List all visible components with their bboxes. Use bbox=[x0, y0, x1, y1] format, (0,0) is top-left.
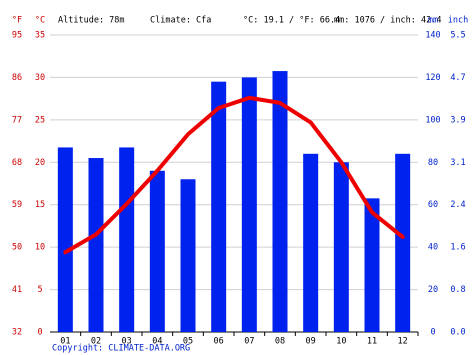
x-tick-label: 12 bbox=[398, 337, 408, 347]
precipitation-bar bbox=[395, 153, 411, 332]
precipitation-bar bbox=[241, 77, 257, 332]
mm-tick-label: 20 bbox=[428, 285, 438, 295]
f-tick-label: 86 bbox=[12, 73, 22, 83]
precipitation-bar bbox=[149, 170, 165, 332]
precipitation-bar bbox=[364, 198, 380, 332]
x-tick-label: 02 bbox=[91, 337, 101, 347]
mm-tick-label: 0 bbox=[430, 328, 435, 338]
f-tick-label: 59 bbox=[12, 200, 22, 210]
inch-tick-label: 2.4 bbox=[450, 200, 465, 210]
precipitation-bar bbox=[88, 158, 104, 332]
inch-tick-label: 4.7 bbox=[450, 73, 465, 83]
temperature-line bbox=[63, 95, 405, 255]
x-tick-label: 05 bbox=[183, 337, 193, 347]
mm-tick-label: 40 bbox=[428, 243, 438, 253]
inch-tick-label: 5.5 bbox=[450, 31, 465, 41]
altitude: Altitude: 78m bbox=[58, 16, 125, 26]
inch-tick-label: 0.8 bbox=[450, 285, 465, 295]
c-tick-label: 25 bbox=[35, 115, 45, 125]
precipitation-bar bbox=[180, 179, 196, 332]
c-tick-label: 0 bbox=[37, 328, 42, 338]
x-tick-label: 04 bbox=[152, 337, 162, 347]
mm-tick-label: 140 bbox=[425, 31, 440, 41]
c-tick-label: 20 bbox=[35, 158, 45, 168]
x-tick-label: 01 bbox=[60, 337, 70, 347]
copyright: Copyright: CLIMATE-DATA.ORG bbox=[52, 344, 190, 354]
mm-tick-label: 100 bbox=[425, 115, 440, 125]
precipitation-bar bbox=[333, 162, 349, 332]
c-tick-label: 15 bbox=[35, 200, 45, 210]
climate: Climate: Cfa bbox=[150, 16, 211, 26]
c-tick-label: 10 bbox=[35, 243, 45, 253]
temperature-summary: °C: 19.1 / °F: 66.4 bbox=[243, 16, 340, 26]
precipitation-bar bbox=[57, 147, 73, 332]
x-tick-label: 09 bbox=[306, 337, 316, 347]
inch-axis-unit: inch bbox=[448, 16, 468, 26]
x-tick-label: 11 bbox=[367, 337, 377, 347]
f-tick-label: 32 bbox=[12, 328, 22, 338]
mm-tick-label: 120 bbox=[425, 73, 440, 83]
c-axis-unit: °C bbox=[35, 16, 45, 26]
mm-tick-label: 60 bbox=[428, 200, 438, 210]
f-tick-label: 68 bbox=[12, 158, 22, 168]
x-tick-label: 07 bbox=[244, 337, 254, 347]
f-tick-label: 95 bbox=[12, 31, 22, 41]
x-tick-label: 10 bbox=[336, 337, 346, 347]
precipitation-summary: mm: 1076 / inch: 42.4 bbox=[334, 16, 441, 26]
f-tick-label: 50 bbox=[12, 243, 22, 253]
mm-tick-label: 80 bbox=[428, 158, 438, 168]
inch-tick-label: 0.0 bbox=[450, 328, 465, 338]
precipitation-bar bbox=[119, 147, 135, 332]
c-tick-label: 35 bbox=[35, 31, 45, 41]
x-tick-label: 03 bbox=[122, 337, 132, 347]
precipitation-bar bbox=[211, 81, 227, 333]
inch-tick-label: 3.1 bbox=[450, 158, 465, 168]
c-tick-label: 30 bbox=[35, 73, 45, 83]
f-tick-label: 41 bbox=[12, 285, 22, 295]
inch-tick-label: 1.6 bbox=[450, 243, 465, 253]
inch-tick-label: 3.9 bbox=[450, 115, 465, 125]
mm-axis-unit: mm bbox=[428, 16, 438, 26]
c-tick-label: 5 bbox=[37, 285, 42, 295]
precipitation-bar bbox=[272, 71, 288, 333]
precipitation-bar bbox=[303, 153, 319, 332]
f-tick-label: 77 bbox=[12, 115, 22, 125]
f-axis-unit: °F bbox=[12, 16, 22, 26]
x-tick-label: 08 bbox=[275, 337, 285, 347]
x-tick-label: 06 bbox=[214, 337, 224, 347]
